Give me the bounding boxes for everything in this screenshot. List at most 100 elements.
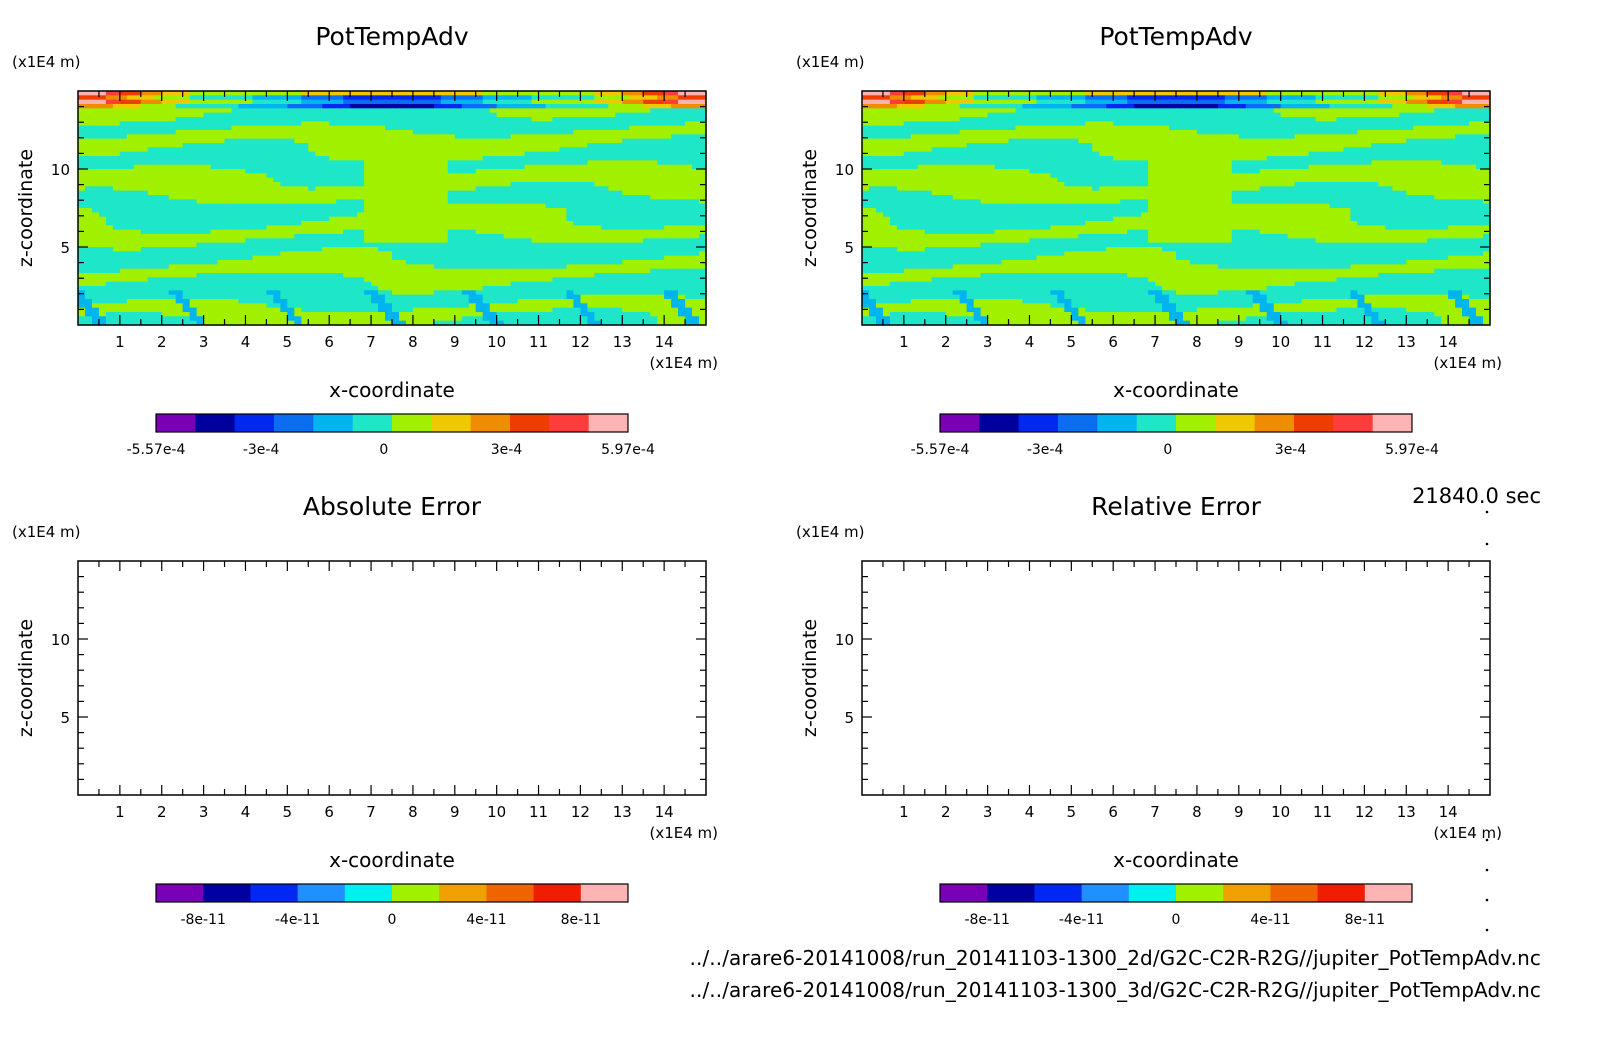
field-cell	[664, 242, 672, 248]
field-cell	[224, 320, 233, 326]
field-cell	[643, 312, 651, 317]
field-cell	[433, 134, 442, 140]
field-cell	[273, 251, 281, 257]
field-cell	[510, 307, 519, 313]
field-cell	[91, 156, 100, 161]
field-cell	[364, 195, 372, 200]
field-cell	[433, 212, 442, 218]
field-cell	[161, 117, 170, 122]
field-cell	[496, 199, 505, 205]
field-cell	[210, 134, 219, 140]
field-cell	[524, 112, 533, 118]
field-cell	[496, 316, 505, 322]
field-cell	[378, 208, 386, 213]
field-cell	[517, 312, 526, 317]
field-cell	[84, 234, 93, 239]
field-cell	[147, 273, 156, 278]
field-cell	[301, 242, 309, 248]
field-cell	[468, 268, 477, 274]
field-cell	[336, 117, 344, 122]
field-cell	[273, 299, 281, 304]
field-cell	[524, 156, 533, 161]
field-cell	[350, 268, 358, 274]
field-cell	[454, 190, 463, 196]
field-cell	[608, 95, 616, 101]
field-cell	[259, 208, 267, 213]
field-cell	[489, 160, 498, 166]
field-cell	[287, 251, 295, 257]
field-cell	[489, 169, 498, 174]
field-cell	[196, 173, 205, 179]
field-cell	[461, 104, 470, 109]
field-cell	[294, 229, 302, 235]
field-cell	[392, 117, 400, 122]
field-cell	[147, 203, 156, 209]
field-cell	[217, 199, 226, 205]
field-cell	[182, 108, 191, 114]
field-cell	[98, 303, 107, 309]
field-cell	[189, 99, 198, 105]
field-cell	[594, 108, 602, 114]
field-cell	[671, 147, 679, 153]
field-cell	[475, 242, 484, 248]
field-cell	[322, 229, 330, 235]
field-cell	[189, 151, 198, 157]
field-cell	[301, 108, 309, 114]
field-cell	[636, 143, 644, 148]
field-cell	[357, 121, 365, 127]
field-cell	[440, 242, 449, 248]
field-cell	[678, 177, 686, 183]
field-cell	[398, 312, 407, 317]
field-cell	[412, 307, 421, 313]
field-cell	[98, 177, 107, 183]
field-cell	[650, 247, 658, 252]
field-cell	[433, 177, 442, 183]
field-cell	[189, 177, 198, 183]
field-cell	[440, 108, 449, 114]
field-cell	[517, 160, 526, 166]
field-cell	[678, 216, 686, 222]
field-cell	[412, 277, 421, 283]
field-cell	[259, 286, 267, 291]
field-cell	[643, 91, 651, 96]
field-cell	[196, 247, 205, 252]
field-cell	[699, 91, 707, 96]
field-cell	[168, 238, 177, 244]
field-cell	[203, 138, 212, 144]
field-cell	[405, 255, 414, 261]
field-cell	[545, 290, 554, 296]
field-cell	[629, 195, 637, 200]
field-cell	[685, 125, 693, 131]
field-cell	[266, 156, 274, 161]
field-cell	[489, 307, 498, 313]
field-cell	[566, 268, 575, 274]
field-cell	[231, 134, 240, 140]
field-cell	[503, 138, 512, 144]
field-cell	[496, 294, 505, 300]
field-cell	[182, 121, 191, 127]
field-cell	[454, 91, 463, 96]
field-cell	[119, 303, 128, 309]
field-cell	[398, 247, 407, 252]
field-cell	[378, 307, 386, 313]
field-cell	[371, 238, 379, 244]
field-cell	[364, 112, 372, 118]
field-cell	[308, 121, 316, 127]
field-cell	[210, 138, 219, 144]
field-cell	[692, 264, 700, 270]
field-cell	[126, 169, 135, 174]
field-cell	[678, 99, 686, 105]
field-cell	[629, 182, 637, 187]
field-cell	[622, 208, 630, 213]
field-cell	[664, 117, 672, 122]
field-cell	[531, 203, 540, 209]
field-cell	[657, 294, 665, 300]
field-cell	[461, 95, 470, 101]
field-cell	[147, 164, 156, 170]
field-cell	[685, 320, 693, 326]
field-cell	[189, 303, 198, 309]
field-cell	[580, 95, 588, 101]
field-cell	[371, 268, 379, 274]
field-cell	[405, 203, 414, 209]
field-cell	[301, 203, 309, 209]
